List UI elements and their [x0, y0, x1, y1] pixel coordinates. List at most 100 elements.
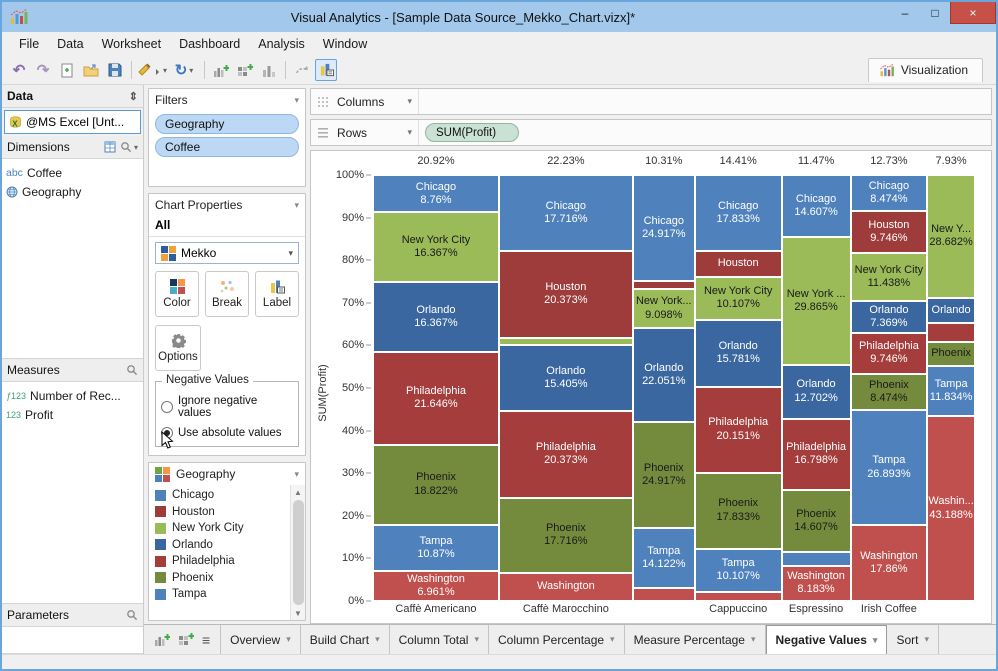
mekko-segment[interactable]: New York City 16.367% [373, 212, 499, 283]
menu-analysis[interactable]: Analysis [258, 37, 305, 51]
chevron-down-icon[interactable]: ▾ [750, 634, 756, 644]
legend-item-philadelphia[interactable]: Philadelphia [155, 553, 290, 570]
bar-chart-icon[interactable] [258, 59, 280, 81]
tab-build-chart[interactable]: Build Chart ▾ [301, 625, 390, 654]
new-dashboard-icon[interactable] [178, 632, 194, 647]
mekko-segment[interactable]: Tampa 10.107% [694, 548, 782, 592]
mekko-segment[interactable]: Philadelphia 9.746% [850, 332, 928, 375]
mekko-segment[interactable]: Orlando 22.051% [632, 327, 695, 422]
mekko-segment[interactable]: Phoenix 8.474% [850, 374, 928, 411]
legend-item-new-york-city[interactable]: New York City [155, 520, 290, 537]
mekko-segment[interactable]: Washington 17.86% [850, 524, 928, 601]
mekko-segment[interactable]: Tampa 11.834% [927, 365, 975, 417]
mekko-segment[interactable]: Tampa 14.122% [632, 528, 695, 589]
mekko-segment[interactable]: Houston [694, 250, 782, 277]
radio-option-2[interactable]: Use absolute values [161, 427, 293, 449]
legend-item-orlando[interactable]: Orlando [155, 537, 290, 554]
mekko-segment[interactable]: Philadelphia 20.151% [694, 386, 782, 473]
mekko-segment[interactable]: Washington 6.961% [373, 571, 499, 601]
chevron-down-icon[interactable]: ▾ [474, 634, 479, 644]
mekko-segment[interactable]: Orlando 7.369% [850, 301, 928, 333]
tab-negative-values[interactable]: Negative Values ▾ [765, 625, 888, 654]
mekko-segment[interactable] [632, 281, 695, 290]
mekko-segment[interactable] [927, 322, 975, 342]
dimension-item-geography[interactable]: Geography [6, 182, 139, 201]
mekko-segment[interactable] [632, 588, 695, 601]
mekko-segment[interactable]: Orlando 15.781% [694, 319, 782, 387]
mekko-segment[interactable]: Chicago 8.474% [850, 175, 928, 212]
mekko-segment[interactable]: Houston 9.746% [850, 211, 928, 253]
mekko-segment[interactable]: Phoenix [927, 341, 975, 366]
chevron-down-icon[interactable]: ▾ [924, 634, 929, 644]
mekko-segment[interactable]: New Y... 28.682% [927, 175, 975, 298]
mekko-segment[interactable]: Phoenix 17.833% [694, 472, 782, 549]
mekko-segment[interactable]: Chicago 24.917% [632, 175, 695, 282]
sheet-list-icon[interactable]: ≡ [202, 631, 211, 648]
mekko-segment[interactable]: Chicago 17.833% [694, 175, 782, 251]
save-icon[interactable] [104, 59, 126, 81]
collapse-icon[interactable]: ▾ [294, 199, 299, 210]
scrollbar-thumb[interactable] [292, 500, 304, 605]
rows-shelf[interactable]: Rows ▾ SUM(Profit) [310, 119, 992, 146]
new-worksheet-icon[interactable] [210, 59, 232, 81]
menu-data[interactable]: Data [57, 37, 84, 51]
dimension-item-coffee[interactable]: abc Coffee [6, 163, 139, 182]
legend-scrollbar[interactable]: ▲ ▼ [290, 485, 305, 620]
dimensions-dropdown-icon[interactable]: ▾ [133, 142, 138, 152]
mekko-segment[interactable] [498, 337, 633, 345]
new-dashboard-icon[interactable] [234, 59, 256, 81]
radio-icon[interactable] [161, 401, 173, 413]
chevron-down-icon[interactable]: ▾ [375, 634, 380, 644]
options-button[interactable]: Options [155, 325, 201, 371]
mekko-segment[interactable]: New York ... 29.865% [781, 237, 851, 365]
new-document-icon[interactable] [56, 59, 78, 81]
radio-option-1[interactable]: Ignore negative values [161, 395, 293, 419]
mekko-segment[interactable]: Washington [498, 573, 633, 601]
filter-pill-geography[interactable]: Geography [155, 114, 299, 134]
scroll-up-icon[interactable]: ▲ [294, 487, 302, 497]
chevron-down-icon[interactable]: ▾ [407, 96, 412, 106]
format-painter-icon[interactable]: ▾ [137, 59, 167, 81]
tab-sort[interactable]: Sort ▾ [887, 625, 939, 654]
mekko-segment[interactable]: Orlando 12.702% [781, 364, 851, 419]
mekko-segment[interactable]: New York City 10.107% [694, 276, 782, 320]
color-button[interactable]: Color [155, 271, 199, 317]
mekko-segment[interactable]: Houston 20.373% [498, 250, 633, 338]
visualization-button[interactable]: Visualization [867, 58, 983, 82]
mekko-segment[interactable]: Washington 8.183% [781, 566, 851, 601]
filter-pill-coffee[interactable]: Coffee [155, 137, 299, 157]
tab-overview[interactable]: Overview ▾ [221, 625, 301, 654]
mekko-segment[interactable]: Tampa 10.87% [373, 524, 499, 572]
mekko-segment[interactable]: New York... 9.098% [632, 289, 695, 328]
mekko-segment[interactable] [781, 552, 851, 567]
menu-dashboard[interactable]: Dashboard [179, 37, 241, 51]
chart-label-icon[interactable] [315, 59, 337, 81]
tab-measure-percentage[interactable]: Measure Percentage ▾ [625, 625, 766, 654]
mekko-segment[interactable]: Chicago 14.607% [781, 175, 851, 238]
collapse-icon[interactable]: ▾ [294, 94, 299, 105]
search-icon[interactable] [126, 364, 138, 376]
mekko-segment[interactable] [694, 591, 782, 601]
open-file-icon[interactable] [80, 59, 102, 81]
mekko-segment[interactable]: Orlando 15.405% [498, 344, 633, 411]
close-button[interactable]: × [950, 2, 996, 24]
mekko-segment[interactable]: Philadelphia 21.646% [373, 352, 499, 445]
mekko-segment[interactable]: Phoenix 17.716% [498, 497, 633, 574]
legend-item-houston[interactable]: Houston [155, 504, 290, 521]
new-worksheet-icon[interactable] [154, 632, 170, 647]
collapse-icon[interactable]: ▾ [294, 468, 299, 479]
mekko-segment[interactable]: Phoenix 14.607% [781, 490, 851, 553]
chevron-down-icon[interactable]: ▾ [407, 127, 412, 137]
label-button[interactable]: Label [255, 271, 299, 317]
chevron-down-icon[interactable]: ▾ [872, 634, 878, 645]
mekko-segment[interactable]: Philadelphia 20.373% [498, 410, 633, 498]
swap-axes-icon[interactable] [291, 59, 313, 81]
minimize-button[interactable]: – [901, 6, 909, 20]
tab-column-total[interactable]: Column Total ▾ [390, 625, 489, 654]
mekko-segment[interactable]: Tampa 26.893% [850, 410, 928, 525]
measure-item[interactable]: ƒ123 Number of Rec... [6, 386, 139, 405]
legend-item-chicago[interactable]: Chicago [155, 487, 290, 504]
sort-icon[interactable]: ⇕ [128, 90, 138, 103]
menu-file[interactable]: File [19, 37, 40, 51]
maximize-button[interactable]: □ [931, 6, 939, 20]
